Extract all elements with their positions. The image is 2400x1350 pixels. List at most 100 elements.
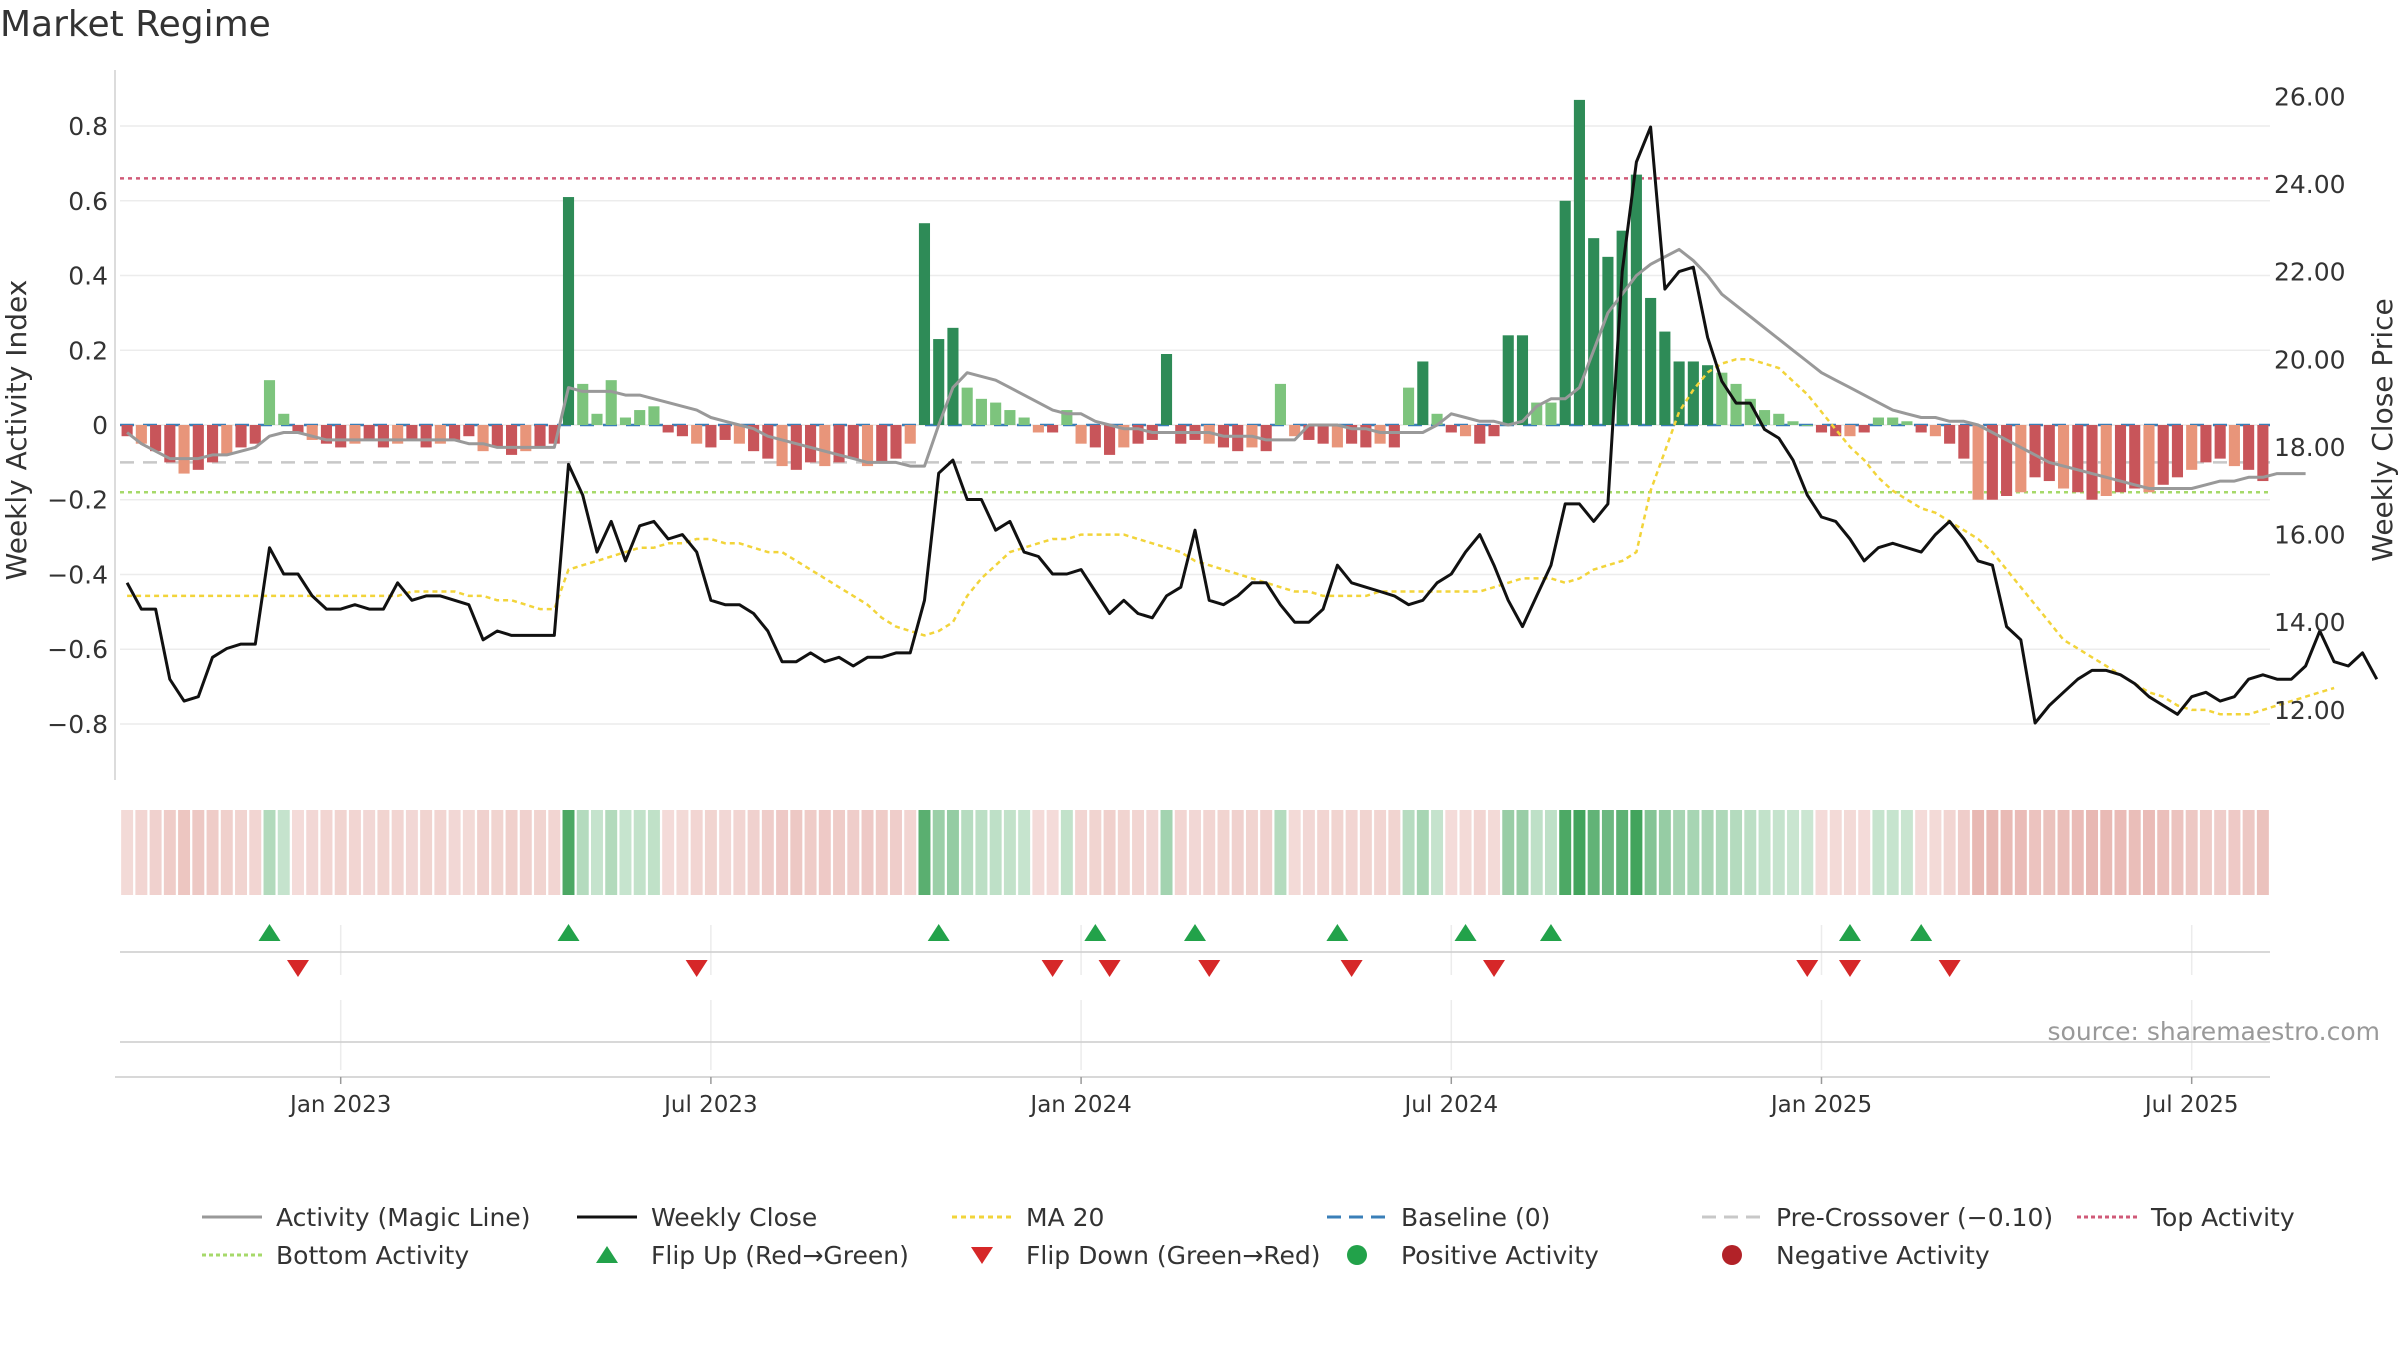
activity-bar	[2086, 425, 2098, 500]
regime-cell	[2142, 810, 2155, 895]
regime-cell	[1530, 810, 1543, 895]
regime-cell	[833, 810, 846, 895]
flip-up-marker	[1184, 924, 1206, 941]
activity-bar	[1531, 402, 1543, 425]
activity-bar	[1602, 256, 1614, 425]
activity-bar	[1787, 421, 1799, 425]
activity-bar	[164, 425, 176, 463]
legend-item-weekly-close: Weekly Close	[575, 1202, 950, 1232]
regime-cell	[135, 810, 148, 895]
activity-bar	[477, 425, 489, 452]
regime-cell	[932, 810, 945, 895]
flip-down-marker	[286, 960, 309, 977]
activity-bar	[1844, 425, 1856, 437]
regime-cell	[1758, 810, 1771, 895]
regime-cell	[1103, 810, 1116, 895]
activity-bar	[577, 383, 589, 425]
activity-bar	[1203, 425, 1215, 444]
activity-bar	[1118, 425, 1130, 448]
regime-cell	[576, 810, 589, 895]
activity-bar	[1573, 99, 1585, 425]
regime-cell	[277, 810, 290, 895]
activity-bar	[1944, 425, 1956, 444]
grid-lines	[120, 125, 2270, 1070]
regime-cell	[2000, 810, 2013, 895]
regime-cell	[2128, 810, 2141, 895]
activity-bar	[121, 425, 133, 437]
regime-cell	[1018, 810, 1031, 895]
regime-cell	[334, 810, 347, 895]
regime-cell	[847, 810, 860, 895]
legend-swatch	[1347, 1245, 1367, 1265]
legend-item-baseline: Baseline (0)	[1325, 1202, 1700, 1232]
activity-bar	[1887, 417, 1899, 425]
activity-bar	[434, 425, 446, 444]
activity-bar	[833, 425, 845, 463]
regime-cell	[1573, 810, 1586, 895]
activity-bar	[150, 425, 162, 452]
activity-bar	[1958, 425, 1970, 459]
activity-bar	[1687, 361, 1699, 425]
regime-cell	[776, 810, 789, 895]
activity-bar	[719, 425, 731, 440]
legend-swatch	[202, 1215, 262, 1219]
regime-cell	[676, 810, 689, 895]
activity-bar	[2001, 425, 2013, 496]
regime-cell	[719, 810, 732, 895]
activity-bar	[562, 197, 575, 425]
activity-bar	[349, 425, 361, 444]
activity-bar	[904, 425, 916, 444]
regime-cell	[946, 810, 959, 895]
y2-tick-label: 24.00	[2274, 170, 2346, 199]
activity-bar	[2257, 425, 2269, 482]
activity-bar	[221, 425, 233, 455]
activity-bar	[1388, 425, 1400, 448]
regime-cell	[1274, 810, 1287, 895]
regime-cell	[2185, 810, 2198, 895]
activity-bar	[2029, 425, 2041, 478]
regime-cell	[505, 810, 518, 895]
regime-cell	[220, 810, 233, 895]
regime-cell	[1132, 810, 1145, 895]
regime-cell	[790, 810, 803, 895]
regime-cell	[1601, 810, 1614, 895]
legend: Activity (Magic Line) Weekly Close MA 20…	[200, 1198, 2380, 1274]
activity-bar	[691, 425, 703, 444]
regime-cell	[605, 810, 618, 895]
flip-up-marker	[1454, 924, 1477, 941]
regime-cell	[733, 810, 746, 895]
regime-cell	[1359, 810, 1372, 895]
activity-bar	[805, 425, 817, 463]
regime-cell	[1317, 810, 1330, 895]
activity-bar	[1260, 425, 1272, 452]
regime-cell	[1431, 810, 1444, 895]
regime-cell	[306, 810, 319, 895]
regime-cell	[1445, 810, 1458, 895]
ma20-line	[127, 358, 2335, 716]
legend-item-flip-up: Flip Up (Red→Green)	[575, 1240, 950, 1270]
activity-bar	[1702, 365, 1714, 425]
legend-item-positive-activity: Positive Activity	[1325, 1240, 1700, 1270]
activity-bar	[1716, 372, 1728, 425]
legend-label: Pre-Crossover (−0.10)	[1776, 1202, 2054, 1232]
regime-cell	[1416, 810, 1429, 895]
regime-cell	[2029, 810, 2042, 895]
regime-cell	[1658, 810, 1671, 895]
regime-cell	[1544, 810, 1557, 895]
regime-cell	[1815, 810, 1828, 895]
activity-bar	[2114, 425, 2127, 493]
legend-label: Negative Activity	[1776, 1240, 1990, 1270]
activity-bar	[1331, 425, 1343, 448]
activity-bar	[463, 425, 475, 437]
regime-cell	[377, 810, 390, 895]
activity-bar	[2157, 425, 2169, 485]
regime-cell	[1886, 810, 1899, 895]
activity-bar	[1901, 421, 1913, 425]
activity-bar	[733, 425, 745, 444]
flip-down-marker	[1938, 960, 1961, 977]
activity-bar	[1004, 410, 1016, 425]
flip-up-marker	[1910, 924, 1933, 941]
activity-bar	[876, 425, 888, 463]
activity-bar	[1089, 425, 1101, 448]
y-tick-label: −0.6	[47, 635, 108, 664]
